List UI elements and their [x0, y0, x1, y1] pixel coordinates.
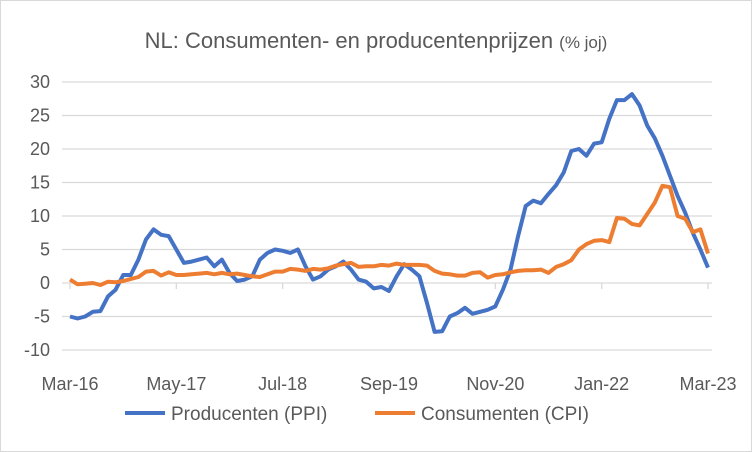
y-tick-label: 5 — [40, 240, 50, 260]
y-tick-label: 30 — [30, 72, 50, 92]
x-tick-label: Nov-20 — [466, 374, 524, 394]
gridlines — [62, 81, 712, 351]
y-tick-label: 25 — [30, 106, 50, 126]
x-tick-label: Mar-23 — [679, 374, 736, 394]
y-tick-label: 10 — [30, 206, 50, 226]
legend-label: Consumenten (CPI) — [421, 404, 589, 425]
y-tick-label: 0 — [40, 273, 50, 293]
x-tick-label: May-17 — [146, 374, 206, 394]
x-tick-label: Mar-16 — [41, 374, 98, 394]
x-axis-ticks: Mar-16 May-17 Jul-18 Sep-19 Nov-20 Jan-22 Mar-… — [41, 283, 737, 394]
legend-label: Producenten (PPI) — [171, 404, 327, 425]
x-tick-label: Jan-22 — [574, 374, 629, 394]
y-tick-label: 20 — [30, 139, 50, 159]
chart-title-main: NL: Consumenten- en producentenprijzen — [145, 28, 553, 53]
y-tick-label: -10 — [24, 340, 50, 360]
chart-title: NL: Consumenten- en producentenprijzen (%… — [145, 28, 608, 53]
series-line-cpi — [68, 183, 710, 287]
chart-subtitle: (% joj) — [559, 33, 607, 52]
y-tick-label: 15 — [30, 173, 50, 193]
series-line-ppi — [69, 92, 710, 334]
x-tick-label: Jul-18 — [258, 374, 307, 394]
y-tick-label: -5 — [34, 307, 50, 327]
series-lines — [68, 92, 710, 334]
y-axis-ticks: -10 -5 0 5 10 15 20 25 30 — [24, 72, 50, 360]
legend: Producenten (PPI) Consumenten (CPI) — [125, 404, 589, 425]
x-tick-label: Sep-19 — [360, 374, 418, 394]
